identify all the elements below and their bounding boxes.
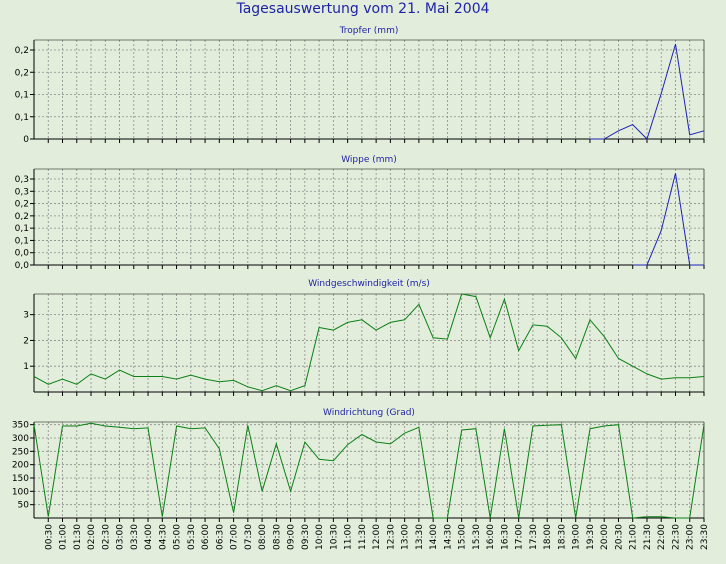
x-tick-label: 09:30 [301, 524, 311, 550]
x-tick-label: 04:30 [158, 524, 168, 550]
y-tick-label: 0,1 [15, 224, 29, 234]
y-tick-label: 300 [12, 434, 29, 444]
x-tick-label: 10:00 [315, 524, 325, 550]
plot-area [34, 40, 704, 139]
x-tick-label: 02:00 [87, 524, 97, 550]
y-tick-label: 0,3 [15, 175, 29, 185]
y-tick-label: 0,1 [15, 236, 29, 246]
x-tick-label: 13:30 [415, 524, 425, 550]
y-tick-label: 2 [23, 336, 29, 346]
x-tick-label: 08:00 [258, 524, 268, 550]
page-title: Tagesauswertung vom 21. Mai 2004 [236, 1, 490, 17]
x-tick-label: 23:30 [700, 524, 710, 550]
y-tick-label: 0,1 [15, 91, 29, 101]
x-tick-label: 19:30 [586, 524, 596, 550]
x-tick-label: 17:00 [515, 524, 525, 550]
plot-area [34, 422, 704, 518]
x-tick-label: 01:30 [73, 524, 83, 550]
x-tick-label: 05:30 [187, 524, 197, 550]
x-tick-label: 17:30 [529, 524, 539, 550]
y-tick-label: 3 [23, 311, 29, 321]
x-tick-label: 15:30 [472, 524, 482, 550]
x-tick-label: 20:30 [614, 524, 624, 550]
x-tick-label: 23:00 [686, 524, 696, 550]
x-tick-label: 11:00 [344, 524, 354, 550]
y-tick-label: 0 [23, 135, 29, 145]
x-tick-label: 15:00 [458, 524, 468, 550]
y-tick-label: 0,2 [15, 68, 29, 78]
series-line [33, 422, 705, 519]
plot-area [34, 169, 704, 265]
x-tick-label: 12:30 [386, 524, 396, 550]
chart-title: Windgeschwindigkeit (m/s) [308, 279, 430, 289]
series-line [632, 173, 704, 266]
x-tick-label: 03:30 [130, 524, 140, 550]
series-line [590, 43, 705, 140]
y-tick-label: 0,2 [15, 46, 29, 56]
x-tick-label: 11:30 [358, 524, 368, 550]
x-tick-label: 05:00 [173, 524, 183, 550]
y-tick-label: 0,2 [15, 200, 29, 210]
x-tick-label: 06:30 [215, 524, 225, 550]
x-tick-label: 09:00 [287, 524, 297, 550]
chart-title: Wippe (mm) [341, 155, 397, 165]
x-tick-label: 01:00 [59, 524, 69, 550]
plot-area [34, 294, 704, 392]
y-tick-label: 100 [12, 487, 29, 497]
x-tick-label: 14:30 [443, 524, 453, 550]
x-tick-label: 21:00 [629, 524, 639, 550]
y-tick-label: 250 [12, 447, 29, 457]
y-tick-label: 200 [12, 461, 29, 471]
x-tick-label: 16:30 [500, 524, 510, 550]
series-line [33, 293, 705, 392]
x-tick-label: 08:30 [272, 524, 282, 550]
x-tick-label: 20:00 [600, 524, 610, 550]
x-tick-label: 07:30 [244, 524, 254, 550]
y-tick-label: 0,3 [15, 187, 29, 197]
chart-title: Windrichtung (Grad) [323, 408, 415, 418]
x-tick-label: 03:00 [116, 524, 126, 550]
y-tick-label: 50 [18, 501, 30, 511]
x-tick-label: 02:30 [101, 524, 111, 550]
x-tick-label: 00:30 [44, 524, 54, 550]
chart-title: Tropfer (mm) [339, 26, 399, 36]
x-tick-label: 04:00 [144, 524, 154, 550]
x-tick-label: 07:00 [230, 524, 240, 550]
x-tick-label: 14:00 [429, 524, 439, 550]
y-tick-label: 350 [12, 421, 29, 431]
x-tick-label: 12:00 [372, 524, 382, 550]
x-tick-label: 19:00 [572, 524, 582, 550]
y-tick-label: 1 [23, 362, 29, 372]
y-tick-label: 150 [12, 474, 29, 484]
y-tick-label: 0,0 [15, 261, 30, 271]
x-tick-label: 22:00 [657, 524, 667, 550]
x-tick-label: 18:30 [557, 524, 567, 550]
x-tick-label: 21:30 [643, 524, 653, 550]
x-tick-label: 13:00 [401, 524, 411, 550]
x-tick-label: 10:30 [329, 524, 339, 550]
x-tick-label: 22:30 [671, 524, 681, 550]
y-tick-label: 0,0 [15, 249, 30, 259]
x-tick-label: 06:00 [201, 524, 211, 550]
y-tick-label: 0,2 [15, 212, 29, 222]
x-tick-label: 16:00 [486, 524, 496, 550]
y-tick-label: 0,1 [15, 113, 29, 123]
x-tick-label: 18:00 [543, 524, 553, 550]
